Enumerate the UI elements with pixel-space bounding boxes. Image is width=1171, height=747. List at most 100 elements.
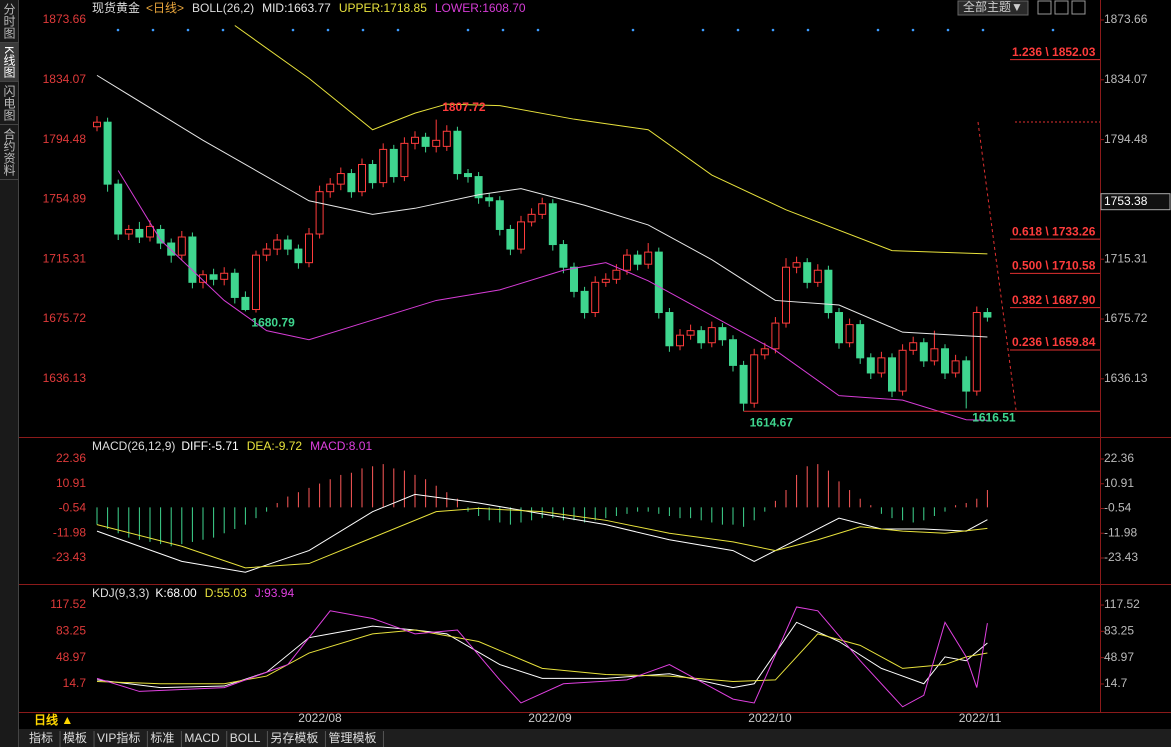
- side-tab[interactable]: K线图: [0, 43, 19, 83]
- candle-body: [177, 236, 186, 256]
- y-tick-label-right: 10.91: [1104, 476, 1134, 490]
- candle-body: [538, 203, 547, 215]
- y-tick-label: 1754.89: [43, 192, 87, 206]
- candle-body: [464, 173, 472, 178]
- y-tick-label: -0.54: [59, 501, 87, 515]
- footer-tab[interactable]: 指标: [29, 730, 53, 745]
- candle-body: [813, 269, 822, 283]
- fib-label: 0.500 \ 1710.58: [1012, 259, 1096, 273]
- side-tab[interactable]: 闪电图: [0, 82, 19, 126]
- y-tick-label: 10.91: [56, 476, 86, 490]
- candle-body: [739, 364, 748, 404]
- footer-tab[interactable]: 管理模板: [328, 730, 376, 745]
- x-tick-label: 2022/08: [298, 711, 342, 725]
- candle-body: [252, 254, 260, 311]
- y-tick-label-right: 22.36: [1104, 451, 1134, 465]
- indicator-line: [96, 493, 988, 573]
- candle-body: [474, 176, 483, 199]
- candle-body: [792, 262, 801, 268]
- candle-body: [305, 233, 313, 264]
- price-annotation: 1616.51: [972, 411, 1016, 425]
- y-tick-label-right: 1794.48: [1104, 132, 1148, 146]
- footer-tab[interactable]: 模板: [63, 731, 87, 745]
- candle-body: [453, 130, 462, 175]
- y-tick-label: 14.7: [63, 676, 87, 690]
- indicator-line: [96, 606, 988, 708]
- legend-entry: K:68.00: [155, 586, 197, 600]
- y-tick-label: 22.36: [56, 451, 86, 465]
- x-tick-label: 2022/10: [748, 711, 792, 725]
- last-price: 1753.38: [1104, 194, 1148, 208]
- candle-body: [612, 269, 621, 280]
- panel-title: MACD(26,12,9): [92, 439, 175, 453]
- footer-tab[interactable]: BOLL: [230, 731, 261, 745]
- candle-body: [220, 272, 229, 280]
- signal-dot: [631, 28, 635, 32]
- footer-tab[interactable]: MACD: [184, 731, 220, 745]
- candle-body: [580, 290, 589, 314]
- candle-body: [124, 228, 133, 235]
- y-tick-label-right: 48.97: [1104, 650, 1134, 664]
- signal-dot: [221, 28, 225, 32]
- candle-body: [230, 272, 239, 298]
- candle-body: [771, 322, 780, 350]
- side-tab[interactable]: 合约资料: [0, 125, 19, 181]
- signal-dot: [326, 28, 330, 32]
- sidebar: 分时图 K线图 闪电图 合约资料: [0, 0, 19, 747]
- signal-dot: [116, 28, 120, 32]
- footer-tab[interactable]: VIP指标: [97, 730, 140, 745]
- y-tick-label: -23.43: [52, 550, 86, 564]
- candle-body: [866, 357, 875, 374]
- price-annotation: 1807.72: [442, 100, 486, 114]
- indicator-line: [96, 621, 988, 689]
- candle-body: [315, 191, 324, 235]
- signal-dot: [186, 28, 190, 32]
- candle-body: [930, 348, 939, 362]
- y-tick-label-right: 1675.72: [1104, 311, 1148, 325]
- candle-body: [570, 266, 578, 292]
- candle-body: [103, 121, 112, 185]
- candle-body: [389, 148, 398, 178]
- side-tab[interactable]: 分时图: [0, 0, 19, 43]
- candle-body: [485, 197, 494, 202]
- signal-dot: [911, 28, 915, 32]
- signal-dot: [151, 28, 155, 32]
- candle-body: [368, 163, 377, 184]
- indicator-line: [96, 74, 988, 338]
- legend-entry: BOLL(26,2): [192, 1, 254, 15]
- signal-dot: [291, 28, 295, 32]
- signal-dot: [466, 28, 470, 32]
- candle-body: [898, 349, 907, 392]
- legend-entry: DIFF:-5.71: [181, 439, 239, 453]
- theme-button[interactable]: 全部主题▼: [963, 0, 1023, 14]
- signal-dot: [701, 28, 705, 32]
- y-tick-label-right: 117.52: [1104, 597, 1140, 611]
- candle-body: [835, 312, 843, 344]
- candle-body: [601, 278, 610, 283]
- indicator-line: [96, 507, 988, 569]
- footer-tab[interactable]: 标准: [150, 731, 174, 745]
- candle-body: [962, 360, 971, 392]
- candle-body: [442, 130, 451, 147]
- signal-dot: [981, 28, 985, 32]
- candle-body: [559, 244, 568, 268]
- y-tick-label-right: 1834.07: [1104, 72, 1148, 86]
- candle-body: [209, 274, 218, 280]
- legend-entry: MACD:8.01: [310, 439, 372, 453]
- candle-body: [760, 348, 769, 356]
- candle-body: [909, 342, 918, 351]
- fib-label: 0.618 \ 1733.26: [1012, 224, 1096, 238]
- y-tick-label-right: 83.25: [1104, 624, 1134, 638]
- period-label: 日线 ▲: [34, 712, 73, 727]
- signal-dot: [361, 28, 365, 32]
- y-tick-label: 1873.66: [43, 12, 87, 26]
- candle-body: [623, 254, 631, 271]
- candle-body: [877, 357, 886, 374]
- candle-body: [654, 251, 663, 314]
- signal-dot: [736, 28, 740, 32]
- signal-dot: [806, 28, 810, 32]
- footer-tab[interactable]: 另存模板: [270, 731, 318, 745]
- candle-body: [750, 354, 759, 404]
- price-annotation: 1680.79: [251, 316, 295, 330]
- candle-body: [803, 262, 812, 283]
